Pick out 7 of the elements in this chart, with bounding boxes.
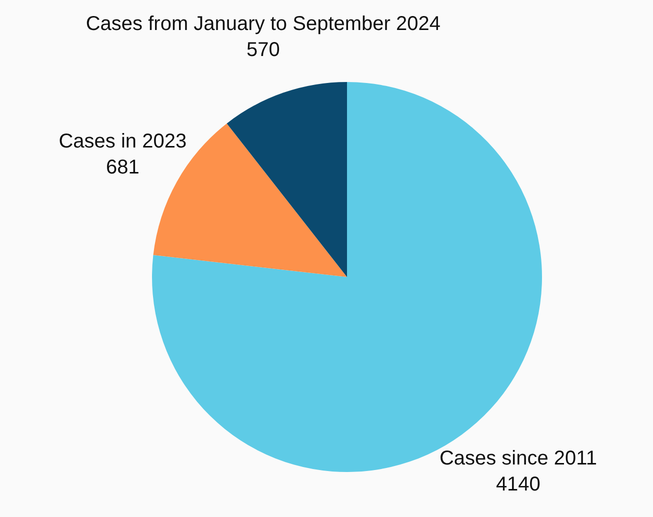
data-label: 4140 bbox=[496, 474, 540, 496]
data-label: 681 bbox=[106, 156, 140, 179]
slice-label: Cases from January to September 2024 bbox=[86, 13, 441, 36]
slice-label: Cases since 2011 bbox=[439, 448, 597, 470]
slice-label: Cases in 2023 bbox=[58, 130, 187, 153]
pie-slice bbox=[226, 82, 347, 277]
data-label: 570 bbox=[246, 39, 280, 62]
